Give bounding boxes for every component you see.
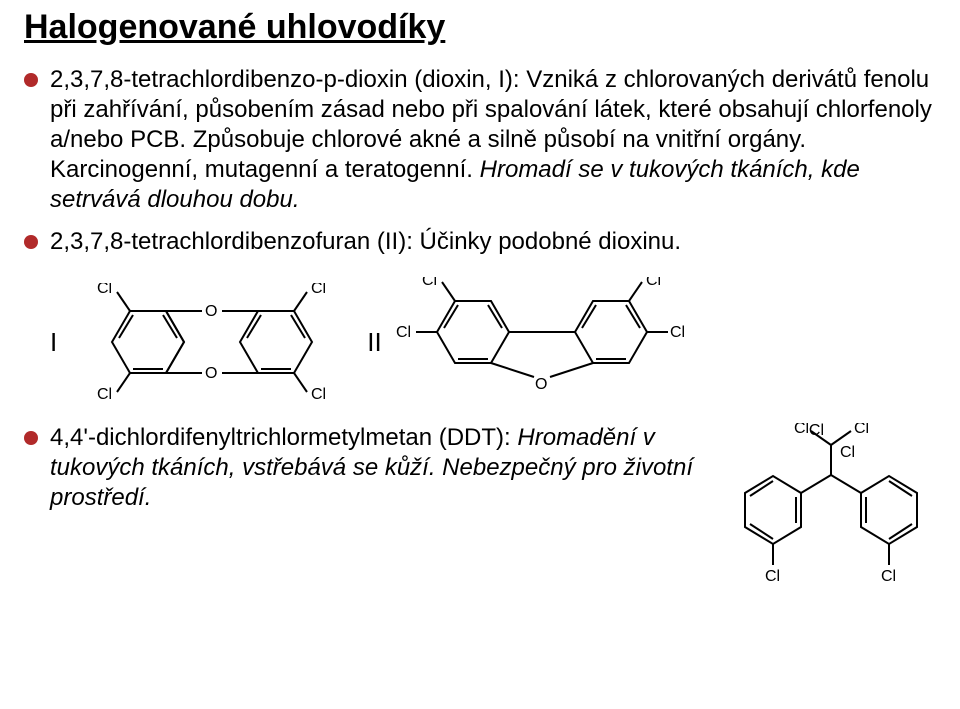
bullet-icon	[24, 235, 38, 249]
bullet-1-text: 2,3,7,8-tetrachlordibenzo-p-dioxin (diox…	[50, 65, 936, 215]
structure-dioxin: O O Cl Cl Cl Cl	[67, 283, 357, 401]
atom-Cl: Cl	[311, 386, 326, 401]
atom-Cl: Cl	[794, 423, 809, 437]
structure-ddt: Cl Cl Cl Cl Cl Cl	[726, 423, 936, 593]
bullet-1: 2,3,7,8-tetrachlordibenzo-p-dioxin (diox…	[24, 65, 936, 223]
structures-row: I	[50, 277, 936, 407]
bullet-2: 2,3,7,8-tetrachlordibenzofuran (II): Úči…	[24, 227, 936, 265]
bullet-3: 4,4'-dichlordifenyltrichlormetylmetan (D…	[24, 423, 936, 593]
atom-Cl: Cl	[765, 568, 780, 585]
atom-O: O	[205, 365, 217, 382]
atom-Cl: Cl	[396, 324, 411, 341]
bullet-2-part-a: 2,3,7,8-tetrachlordibenzofuran (II): Úči…	[50, 228, 681, 255]
atom-Cl: Cl	[809, 423, 824, 439]
page-title: Halogenované uhlovodíky	[24, 8, 936, 47]
bullet-icon	[24, 431, 38, 445]
label-II: II	[367, 327, 381, 358]
structure-dibenzofuran: O Cl Cl Cl Cl	[392, 277, 692, 407]
label-I: I	[50, 327, 57, 358]
bullet-3-part-a: 4,4'-dichlordifenyltrichlormetylmetan (D…	[50, 424, 517, 451]
atom-Cl: Cl	[311, 283, 326, 297]
atom-Cl: Cl	[840, 444, 855, 461]
bullet-icon	[24, 73, 38, 87]
atom-Cl: Cl	[422, 277, 437, 289]
atom-O: O	[205, 303, 217, 320]
atom-Cl: Cl	[97, 283, 112, 297]
atom-Cl: Cl	[881, 568, 896, 585]
bullet-2-text: 2,3,7,8-tetrachlordibenzofuran (II): Úči…	[50, 227, 681, 257]
bullet-3-text: 4,4'-dichlordifenyltrichlormetylmetan (D…	[50, 423, 706, 513]
atom-Cl: Cl	[646, 277, 661, 289]
atom-Cl: Cl	[854, 423, 869, 437]
atom-O: O	[535, 376, 547, 393]
atom-Cl: Cl	[670, 324, 685, 341]
atom-Cl: Cl	[97, 386, 112, 401]
